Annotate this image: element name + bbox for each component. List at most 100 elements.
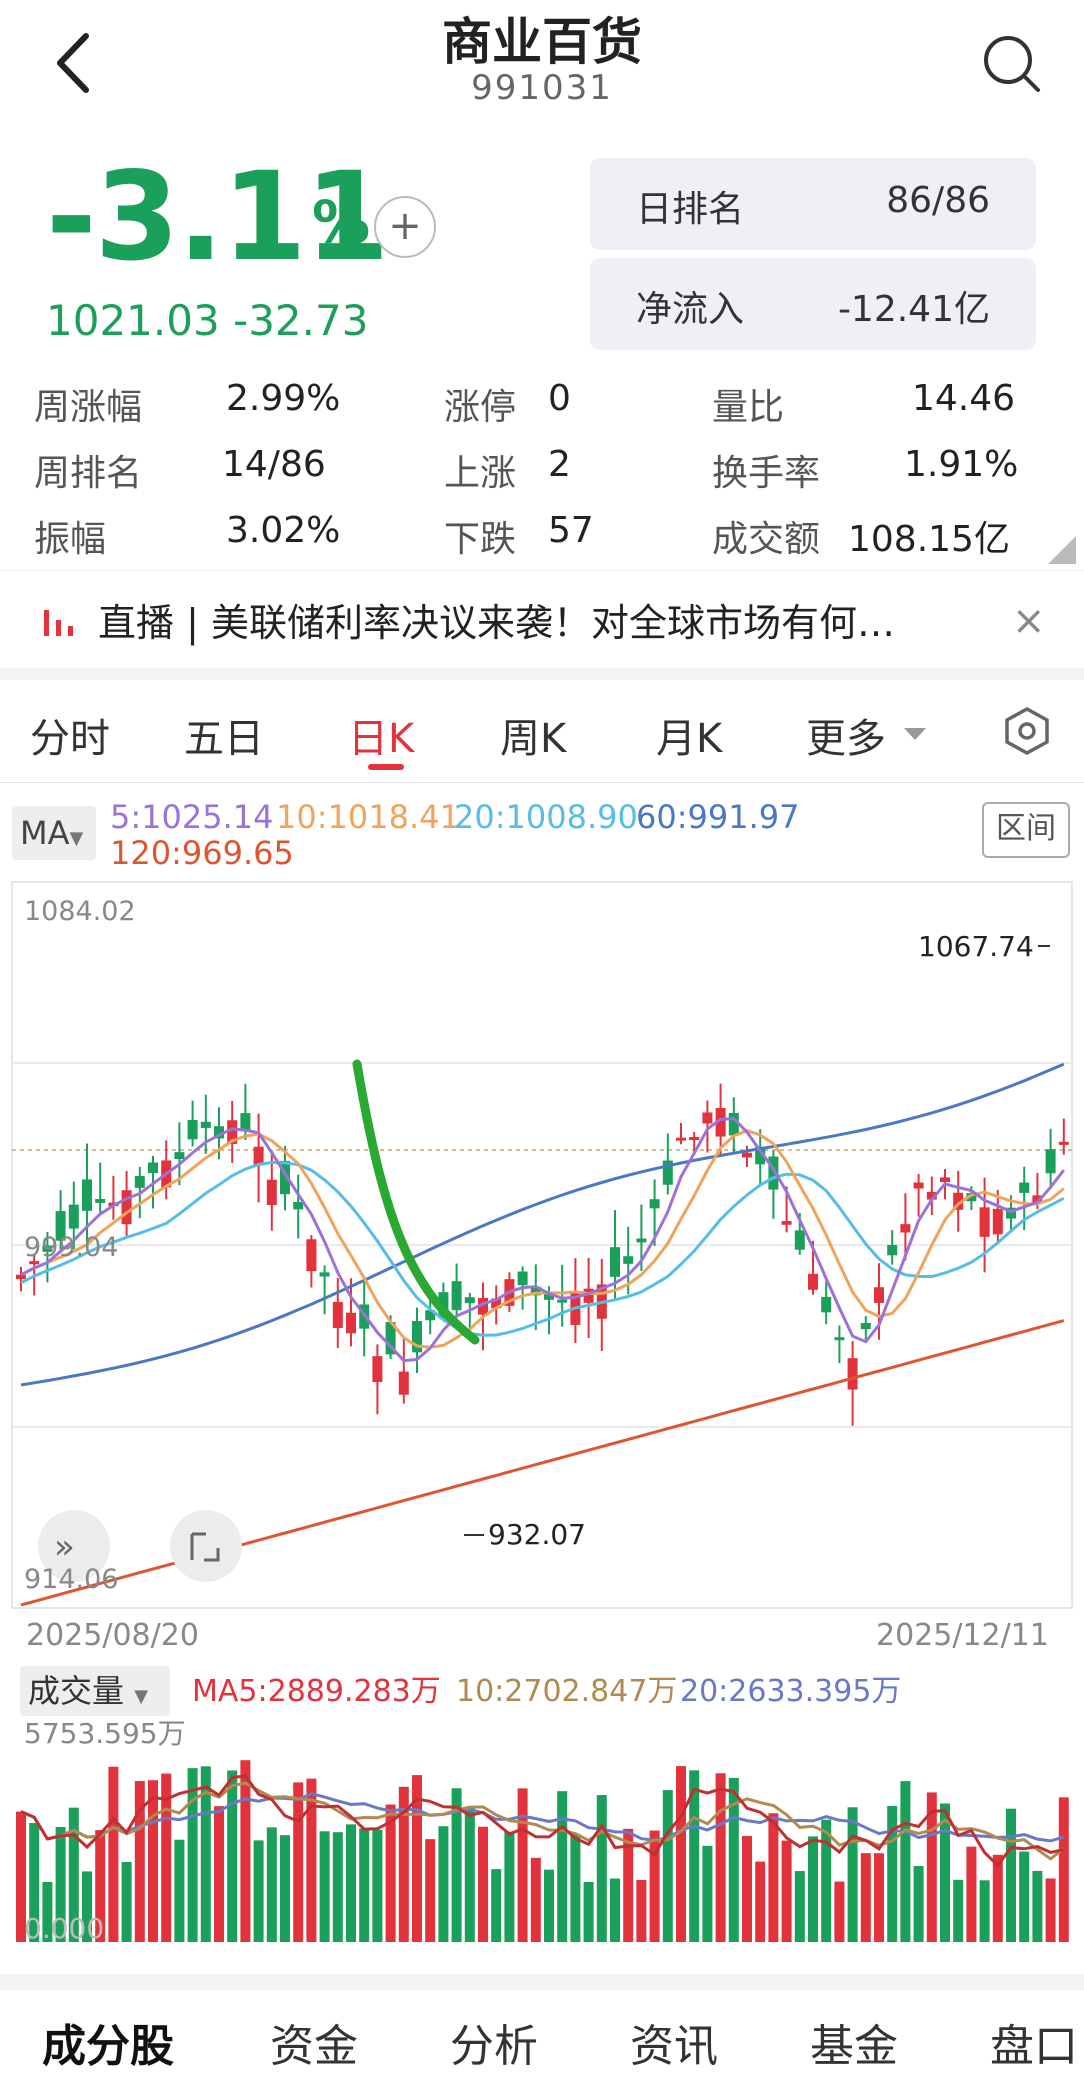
candle [808, 1273, 818, 1290]
candle [372, 1356, 383, 1383]
volume-bar [702, 1845, 713, 1942]
settings-hexagon-icon[interactable] [1002, 706, 1052, 756]
candle [768, 1156, 779, 1190]
ma5-legend: 5:1025.14 [110, 798, 274, 836]
volume-bar [359, 1828, 370, 1942]
candle [214, 1126, 224, 1139]
candle [900, 1224, 911, 1233]
fullscreen-button[interactable] [170, 1510, 242, 1582]
volume-bar [768, 1813, 779, 1942]
volume-bar [372, 1829, 383, 1942]
ma-selector-button[interactable]: MA▼ [12, 806, 96, 860]
candle [319, 1272, 330, 1277]
volume-bar [834, 1881, 845, 1942]
tab-funds[interactable]: 资金 [270, 2021, 358, 2072]
candle [68, 1204, 79, 1229]
expand-corner-icon[interactable] [1048, 536, 1076, 564]
candle [649, 1199, 660, 1209]
candle [676, 1137, 686, 1141]
ma10-legend: 10:1018.41 [276, 798, 460, 836]
volume-bar [794, 1871, 805, 1942]
candle [953, 1192, 964, 1210]
volume-bar [662, 1790, 673, 1942]
stat-value: 14.46 [912, 378, 1016, 419]
volume-bar [214, 1806, 224, 1942]
news-banner[interactable] [0, 570, 1084, 669]
stat-label: 上涨 [444, 453, 517, 494]
volume-bar [148, 1780, 158, 1942]
change-percent: -3.11 [46, 146, 390, 288]
stat-value: 3.02% [226, 510, 341, 551]
candle [834, 1337, 845, 1341]
news-banner-text[interactable]: 直播 | 美联储利率决议来袭！对全球市场有何… [98, 601, 895, 645]
net-inflow-box[interactable]: 净流入 -12.41亿 [590, 258, 1036, 350]
volume-bar [227, 1770, 238, 1942]
high-price-label: 1067.74 [918, 930, 1034, 963]
stat-label: 周涨幅 [34, 387, 143, 428]
tab-intraday[interactable]: 分时 [30, 716, 110, 762]
volume-bar [29, 1823, 40, 1942]
tab-daily-k[interactable]: 日K [348, 716, 415, 762]
stat-label: 换手率 [712, 453, 821, 494]
volume-bar [860, 1853, 871, 1942]
volume-bar [95, 1830, 106, 1942]
candle [227, 1120, 238, 1144]
candle [847, 1358, 858, 1390]
candle [95, 1198, 106, 1203]
volume-bar [623, 1828, 634, 1942]
volume-bar [557, 1791, 568, 1942]
volume-bar [926, 1792, 937, 1942]
tab-monthly-k[interactable]: 月K [656, 716, 723, 762]
daily-rank-box[interactable]: 日排名 86/86 [590, 158, 1036, 250]
back-arrow-icon[interactable] [52, 30, 92, 96]
volume-bar [306, 1778, 317, 1942]
divider [0, 782, 1084, 783]
candle [16, 1274, 26, 1280]
divider [0, 668, 1084, 680]
candle [755, 1146, 766, 1165]
stat-label: 下跌 [444, 519, 517, 560]
volume-selector-button[interactable]: 成交量 ▼ [20, 1666, 170, 1716]
expand-left-button[interactable] [38, 1510, 110, 1582]
tab-analysis[interactable]: 分析 [450, 2021, 538, 2072]
add-watchlist-button[interactable]: + [374, 196, 436, 258]
tab-fund[interactable]: 基金 [810, 2021, 898, 2072]
banner-close-icon[interactable]: × [1012, 598, 1046, 644]
tab-weekly-k[interactable]: 周K [500, 716, 567, 762]
tab-constituents[interactable]: 成分股 [42, 2021, 174, 2072]
candle [623, 1256, 634, 1264]
candle [662, 1160, 673, 1185]
stat-value: 2 [548, 444, 571, 485]
candlestick-chart[interactable]: » [0, 880, 1084, 1610]
candle [55, 1211, 66, 1241]
x-axis-start-date: 2025/08/20 [26, 1618, 199, 1653]
live-bars-icon [44, 610, 73, 636]
volume-bar [676, 1766, 686, 1942]
fullscreen-icon [190, 1532, 220, 1562]
volume-chart[interactable] [0, 1706, 1084, 1946]
candle [200, 1121, 211, 1128]
low-price-label: 932.07 [488, 1518, 586, 1551]
tab-news[interactable]: 资讯 [630, 2021, 718, 2072]
stat-label: 量比 [712, 387, 785, 428]
volume-bar [478, 1826, 488, 1942]
range-button[interactable]: 区间 [982, 802, 1070, 858]
stat-value: 14/86 [222, 444, 326, 485]
volume-bar [412, 1775, 422, 1942]
volume-bar [16, 1811, 26, 1942]
volume-bar [530, 1857, 541, 1942]
tab-five-day[interactable]: 五日 [184, 716, 264, 762]
candle [42, 1245, 53, 1252]
volume-bar [319, 1831, 330, 1942]
tab-order-book[interactable]: 盘口 [990, 2021, 1078, 2072]
search-icon[interactable] [980, 32, 1044, 96]
volume-bar [266, 1827, 277, 1942]
caret-down-icon[interactable] [902, 726, 928, 742]
candle [860, 1322, 871, 1330]
stat-value: 2.99% [226, 378, 341, 419]
volume-bar [636, 1879, 647, 1942]
candle [240, 1113, 251, 1132]
net-inflow-label: 净流入 [636, 289, 745, 330]
tab-more[interactable]: 更多 [806, 716, 886, 762]
volume-bar [280, 1835, 290, 1942]
